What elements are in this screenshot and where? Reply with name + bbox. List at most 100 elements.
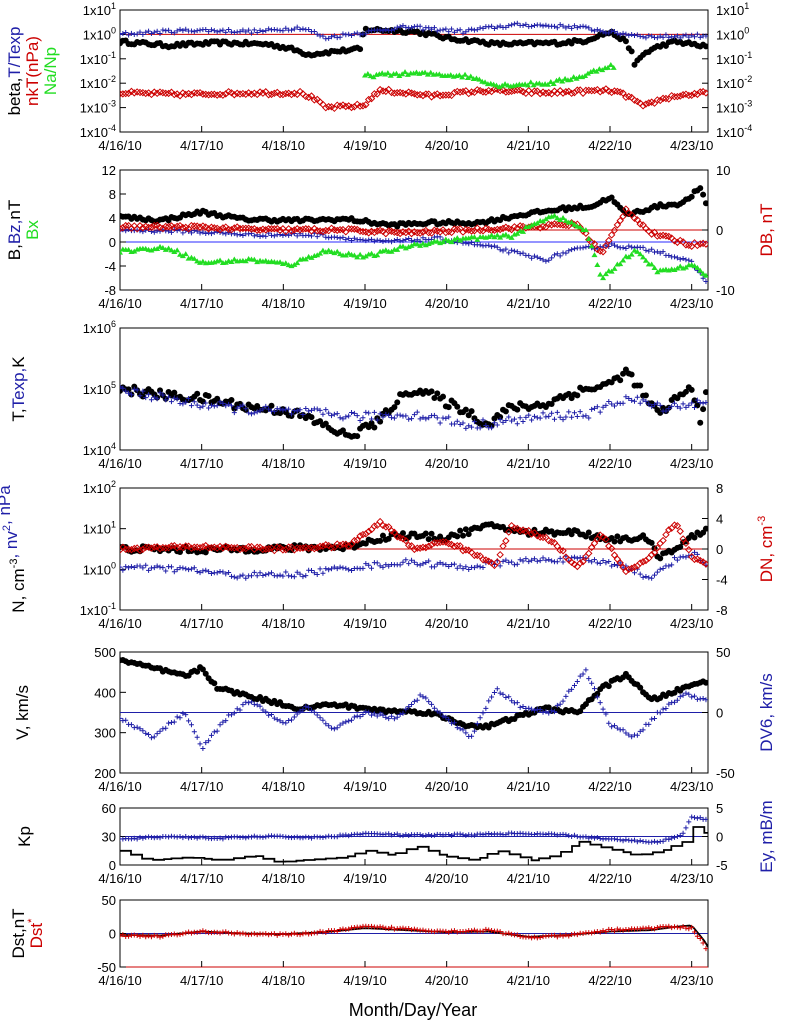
data-point: [623, 837, 629, 843]
data-point: [503, 417, 509, 423]
data-point: [471, 27, 477, 33]
data-point: [686, 819, 692, 825]
data-point: [140, 229, 146, 235]
data-point: [386, 412, 392, 418]
data-point: [148, 735, 154, 741]
data-point: [299, 544, 307, 552]
data-point: [677, 405, 683, 411]
x-tick-label: 4/23/10: [670, 456, 713, 471]
data-point: [386, 925, 392, 931]
data-point: [223, 718, 229, 724]
data-point: [417, 416, 423, 422]
data-point: [180, 401, 186, 407]
data-point: [304, 93, 313, 102]
data-point: [689, 814, 695, 820]
data-point: [196, 223, 204, 231]
data-point: [527, 530, 536, 538]
data-point: [160, 27, 166, 33]
data-point: [436, 228, 444, 236]
data-point: [680, 401, 686, 407]
marks: [120, 656, 708, 751]
data-point: [590, 539, 599, 548]
data-point: [183, 930, 189, 936]
data-point: [319, 542, 327, 550]
data-point: [208, 836, 214, 842]
data-point: [311, 709, 317, 715]
data-point: [139, 224, 147, 232]
data-point: [609, 724, 615, 730]
x-tick-label: 4/22/10: [588, 296, 631, 311]
data-point: [377, 537, 384, 544]
data-point: [271, 233, 277, 239]
data-point: [120, 30, 126, 36]
data-point: [499, 542, 507, 550]
data-point: [203, 26, 209, 32]
data-point: [359, 530, 367, 539]
data-point: [291, 26, 297, 32]
data-point: [205, 393, 212, 400]
data-point: [471, 728, 477, 734]
data-point: [554, 934, 560, 940]
data-point: [154, 396, 160, 402]
data-point: [650, 548, 659, 557]
data-point: [560, 559, 566, 565]
data-point: [228, 573, 234, 579]
data-point: [271, 931, 277, 937]
data-point: [514, 700, 520, 706]
data-point: [351, 410, 357, 416]
data-point: [531, 707, 537, 713]
data-point: [276, 226, 284, 235]
data-point: [416, 229, 424, 237]
data-point: [597, 561, 603, 567]
data-point: [617, 261, 624, 267]
data-point: [547, 538, 556, 546]
data-point: [551, 212, 558, 218]
data-point: [688, 386, 695, 393]
data-point: [230, 91, 239, 99]
data-point: [364, 71, 371, 77]
data-point: [370, 522, 379, 530]
data-point: [457, 421, 463, 427]
data-point: [536, 224, 544, 232]
data-point: [489, 425, 495, 431]
data-point: [645, 99, 653, 107]
data-point: [243, 29, 249, 35]
data-point: [356, 227, 364, 235]
x-tick-label: 4/23/10: [670, 779, 713, 794]
data-point: [380, 924, 386, 930]
data-point: [200, 928, 206, 934]
right-tick-label: 1x10-2: [716, 74, 752, 91]
data-point: [331, 250, 338, 256]
x-tick-label: 4/21/10: [507, 456, 550, 471]
data-point: [183, 566, 189, 572]
data-point: [366, 709, 372, 715]
data-point: [529, 557, 535, 563]
data-point: [409, 25, 415, 31]
data-point: [543, 258, 549, 264]
data-point: [423, 832, 429, 838]
data-point: [637, 251, 644, 257]
data-point: [551, 831, 557, 837]
data-point: [642, 257, 649, 263]
data-point: [677, 833, 683, 839]
data-point: [431, 412, 437, 418]
data-point: [437, 710, 443, 716]
data-point: [682, 264, 689, 270]
data-point: [227, 543, 236, 552]
data-point: [591, 28, 597, 34]
data-point: [652, 572, 658, 578]
data-point: [480, 832, 486, 838]
data-point: [228, 397, 235, 404]
plot-frame: [119, 9, 709, 133]
data-point: [654, 400, 660, 406]
data-point: [120, 223, 127, 232]
data-point: [194, 734, 200, 740]
data-point: [506, 250, 512, 256]
data-point: [591, 557, 597, 563]
data-point: [423, 695, 429, 701]
data-point: [311, 28, 317, 34]
data-point: [217, 399, 223, 405]
data-point: [242, 224, 250, 233]
data-point: [389, 239, 395, 245]
